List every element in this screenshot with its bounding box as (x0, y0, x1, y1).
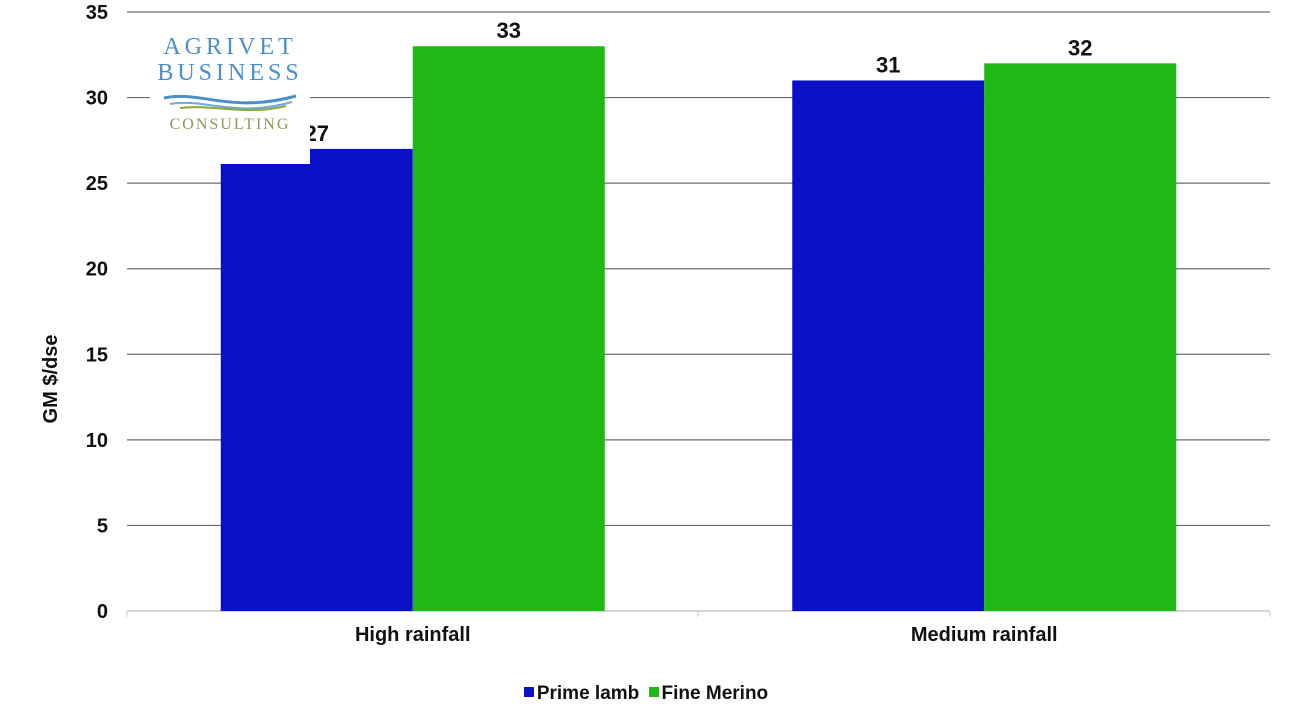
bar (220, 148, 413, 611)
company-logo: AGRIVET BUSINESS CONSULTING (150, 30, 310, 164)
legend-swatch-fine-merino (648, 687, 659, 697)
x-axis-ticks: High rainfall Medium rainfall (355, 624, 1058, 646)
logo-text-line1: AGRIVET (163, 34, 297, 60)
legend: Prime lamb Fine Merino (0, 683, 1292, 705)
y-tick-label: 30 (86, 88, 108, 110)
y-tick-label: 35 (86, 2, 108, 24)
y-tick-label: 25 (86, 173, 108, 195)
x-tick-label: Medium rainfall (911, 624, 1058, 646)
bars (220, 46, 1177, 612)
data-label: 31 (876, 52, 900, 77)
y-tick-label: 15 (86, 344, 108, 366)
logo-text-line2: BUSINESS (157, 60, 303, 86)
data-label: 33 (497, 18, 521, 43)
y-axis-title: GM $/dse (40, 335, 62, 424)
logo-text-line3: CONSULTING (169, 116, 291, 133)
y-tick-label: 10 (86, 430, 108, 452)
bar (792, 80, 985, 611)
y-axis-ticks: 0 5 10 15 20 25 30 35 (86, 2, 108, 623)
bar (412, 46, 605, 611)
legend-label-fine-merino: Fine Merino (661, 683, 769, 704)
y-tick-label: 20 (86, 259, 108, 281)
y-tick-label: 0 (97, 601, 108, 623)
legend-swatch-prime-lamb (523, 687, 534, 697)
legend-label-prime-lamb: Prime lamb (536, 683, 640, 704)
x-tick-label: High rainfall (355, 624, 471, 646)
bar (984, 63, 1177, 612)
wave-icon (163, 94, 297, 112)
legend-item-fine-merino: Fine Merino (648, 683, 769, 705)
y-tick-label: 5 (97, 515, 108, 537)
legend-item-prime-lamb: Prime lamb (523, 683, 640, 705)
data-label: 32 (1068, 35, 1092, 60)
